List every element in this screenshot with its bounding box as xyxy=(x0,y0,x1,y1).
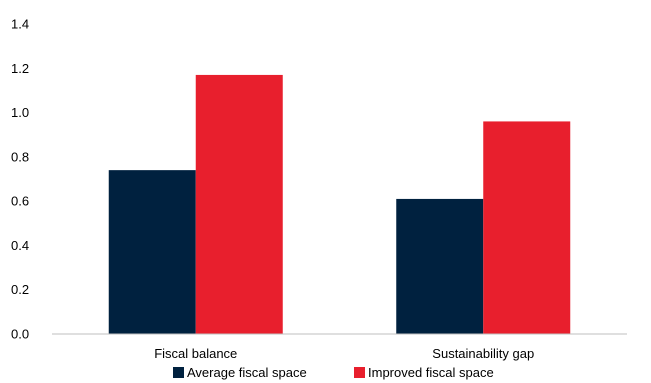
legend-swatch xyxy=(173,367,184,378)
x-category-label: Fiscal balance xyxy=(154,346,237,361)
y-tick-label: 0.0 xyxy=(11,327,29,342)
category-labels: Fiscal balance Sustainability gap xyxy=(154,346,534,361)
y-axis-ticks: 0.0 0.2 0.4 0.6 0.8 1.0 1.2 1.4 xyxy=(11,17,29,342)
y-tick-label: 1.4 xyxy=(11,17,29,32)
y-tick-label: 0.6 xyxy=(11,194,29,209)
bar-improved-fiscal-space-fiscal-balance xyxy=(195,74,283,334)
y-tick-label: 0.4 xyxy=(11,238,29,253)
y-tick-label: 0.2 xyxy=(11,282,29,297)
bar-improved-fiscal-space-sustainability-gap xyxy=(483,121,571,334)
y-tick-label: 1.2 xyxy=(11,61,29,76)
legend-swatch xyxy=(354,367,365,378)
legend-label: Improved fiscal space xyxy=(368,365,494,380)
bar-average-fiscal-space-fiscal-balance xyxy=(108,170,196,334)
bars xyxy=(108,74,571,334)
legend-label: Average fiscal space xyxy=(187,365,307,380)
bar-average-fiscal-space-sustainability-gap xyxy=(396,198,484,334)
x-category-label: Sustainability gap xyxy=(432,346,534,361)
y-tick-label: 0.8 xyxy=(11,149,29,164)
legend: Average fiscal space Improved fiscal spac… xyxy=(173,365,494,380)
y-tick-label: 1.0 xyxy=(11,105,29,120)
